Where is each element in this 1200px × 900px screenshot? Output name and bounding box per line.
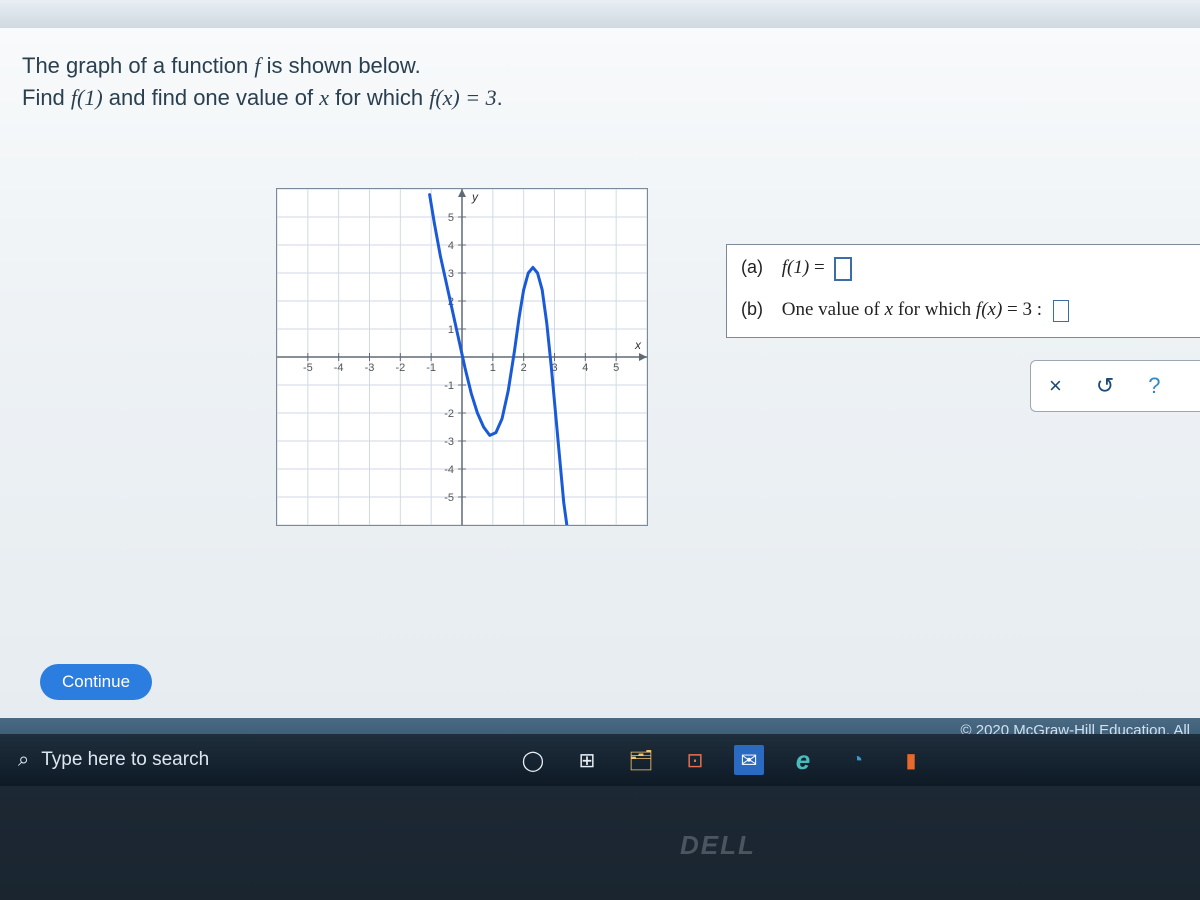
- page-content: The graph of a function f is shown below…: [0, 28, 1200, 734]
- svg-text:-2: -2: [444, 408, 454, 420]
- help-button[interactable]: ?: [1148, 373, 1160, 399]
- svg-text:-1: -1: [426, 362, 436, 374]
- taskbar-edge-icon[interactable]: ◔: [842, 745, 872, 775]
- q-line1-post: is shown below.: [261, 53, 421, 78]
- taskbar-icons: ◯ ⊞ 🗂 ⊡ ✉ e ◔ ▮: [518, 745, 926, 775]
- clear-button[interactable]: ×: [1049, 373, 1062, 399]
- svg-text:-5: -5: [444, 492, 454, 504]
- question-text: The graph of a function f is shown below…: [22, 50, 503, 114]
- answer-a-eq: =: [809, 257, 829, 278]
- svg-text:4: 4: [582, 362, 588, 374]
- continue-label: Continue: [62, 672, 130, 692]
- taskbar-office-icon[interactable]: ▮: [896, 745, 926, 775]
- taskbar-ie-icon[interactable]: e: [788, 745, 818, 775]
- svg-text:-3: -3: [444, 436, 454, 448]
- answer-a-label: (a): [741, 257, 763, 277]
- function-graph: -5-4-3-2-112345-5-4-3-2-112345yx: [277, 189, 647, 525]
- search-icon: ⌕: [18, 749, 29, 772]
- search-placeholder: Type here to search: [41, 749, 209, 771]
- svg-text:-5: -5: [303, 362, 313, 374]
- q-line2-pre: Find: [22, 85, 71, 110]
- svg-text:5: 5: [613, 362, 619, 374]
- svg-text:-2: -2: [395, 362, 405, 374]
- graph-panel: -5-4-3-2-112345-5-4-3-2-112345yx: [276, 188, 648, 526]
- svg-text:-4: -4: [334, 362, 344, 374]
- svg-text:y: y: [471, 190, 479, 204]
- answer-panel: (a) f(1) = (b) One value of x for which …: [726, 244, 1200, 338]
- taskbar-store-icon[interactable]: ⊡: [680, 745, 710, 775]
- answer-a-lhs: f(1): [782, 257, 809, 278]
- svg-text:1: 1: [448, 324, 454, 336]
- q-line2-mid2: for which: [329, 85, 429, 110]
- svg-text:1: 1: [490, 362, 496, 374]
- answer-b-eq: = 3 :: [1002, 299, 1047, 320]
- q-line1-pre: The graph of a function: [22, 53, 254, 78]
- taskbar-file-explorer-icon[interactable]: 🗂: [626, 745, 656, 775]
- answer-b-input[interactable]: [1053, 300, 1069, 322]
- answer-b-expr: f(x): [976, 299, 1002, 320]
- taskbar-mail-icon[interactable]: ✉: [734, 745, 764, 775]
- q-line2-f2: f(x) = 3: [429, 85, 496, 110]
- q-line2-f1: f(1): [71, 85, 103, 110]
- taskbar-search[interactable]: ⌕ Type here to search: [18, 749, 378, 772]
- continue-button[interactable]: Continue: [40, 664, 152, 700]
- screen: The graph of a function f is shown below…: [0, 0, 1200, 900]
- svg-text:x: x: [634, 338, 642, 352]
- taskbar-taskview-icon[interactable]: ⊞: [572, 745, 602, 775]
- svg-text:-3: -3: [365, 362, 375, 374]
- monitor-brand: DELL: [680, 830, 756, 861]
- tool-panel: × ↺ ?: [1030, 360, 1200, 412]
- windows-taskbar[interactable]: ⌕ Type here to search ◯ ⊞ 🗂 ⊡ ✉ e ◔ ▮: [0, 734, 1200, 786]
- answer-b-pre: One value of: [782, 299, 885, 320]
- svg-text:-4: -4: [444, 464, 454, 476]
- q-line2-end: .: [497, 85, 503, 110]
- answer-b-label: (b): [741, 299, 763, 319]
- answer-b-x: x: [885, 299, 893, 320]
- browser-tab-strip: [0, 0, 1200, 29]
- answer-b-mid: for which: [893, 299, 976, 320]
- taskbar-cortana-icon[interactable]: ◯: [518, 745, 548, 775]
- answer-a-input[interactable]: [835, 258, 851, 280]
- answer-a-row: (a) f(1) =: [741, 257, 851, 280]
- svg-text:4: 4: [448, 240, 454, 252]
- svg-text:-1: -1: [444, 380, 454, 392]
- reset-button[interactable]: ↺: [1096, 373, 1114, 399]
- svg-text:5: 5: [448, 212, 454, 224]
- svg-text:2: 2: [521, 362, 527, 374]
- svg-text:3: 3: [448, 268, 454, 280]
- q-line2-mid: and find one value of: [103, 85, 320, 110]
- answer-b-row: (b) One value of x for which f(x) = 3 :: [741, 299, 1069, 322]
- q-line2-x: x: [319, 85, 329, 110]
